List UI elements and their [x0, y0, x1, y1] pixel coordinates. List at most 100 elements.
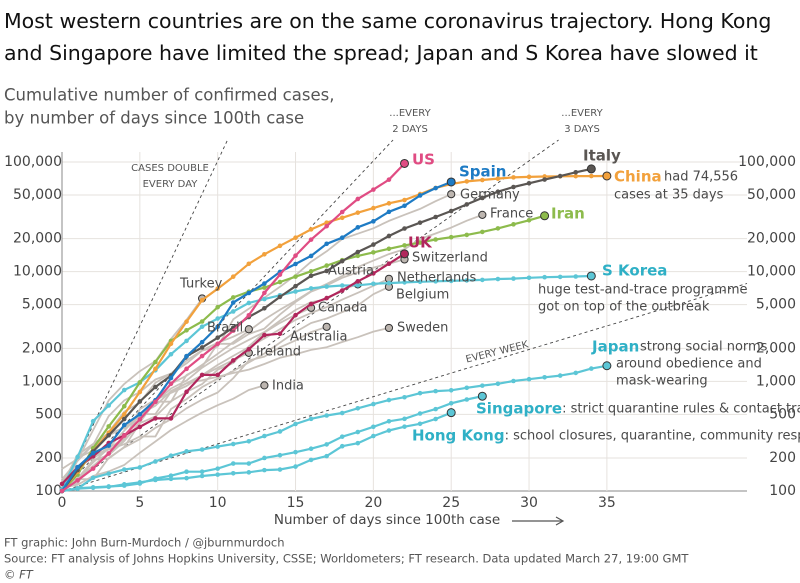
- data-point: [293, 253, 298, 258]
- data-point: [355, 440, 361, 446]
- chart-subtitle: Cumulative number of confirmed cases,: [4, 86, 334, 105]
- doubling-label: ...EVERY: [389, 108, 431, 119]
- data-point: [215, 286, 220, 291]
- series-note: huge test-and-trace programme: [538, 283, 748, 298]
- data-point: [184, 319, 189, 324]
- data-point: [339, 209, 345, 215]
- doubling-line: [61, 139, 559, 492]
- series-line: [61, 277, 390, 480]
- data-point: [153, 399, 158, 405]
- data-point: [542, 177, 547, 182]
- x-tick-label: 25: [442, 495, 460, 511]
- data-point: [168, 453, 174, 458]
- series: [61, 322, 331, 489]
- data-point: [90, 485, 96, 490]
- y-tick-label: 200: [35, 450, 62, 466]
- series: [61, 274, 394, 480]
- data-point: [59, 481, 65, 487]
- data-point: [121, 416, 127, 422]
- data-point: [308, 227, 314, 232]
- data-point: [339, 283, 345, 288]
- series-label: Spain: [459, 163, 506, 181]
- end-marker: [477, 391, 487, 401]
- end-marker: [586, 271, 596, 281]
- doubling-label: 3 DAYS: [564, 124, 600, 135]
- data-point: [308, 253, 314, 259]
- footer: © FT: [4, 568, 34, 582]
- data-point: [324, 453, 329, 459]
- data-point: [215, 324, 220, 330]
- data-point: [464, 179, 470, 184]
- y-tick-label: 100: [35, 483, 62, 499]
- data-point: [573, 274, 579, 279]
- data-point: [480, 383, 485, 388]
- data-point: [480, 277, 485, 283]
- series-label: Austria: [328, 264, 374, 279]
- series-label: UK: [408, 234, 433, 252]
- y-tick-label: 5,000: [756, 297, 796, 313]
- data-point: [386, 209, 392, 215]
- data-point: [324, 268, 329, 274]
- data-point: [433, 388, 438, 394]
- labels: Germany France Switzerland Netherlands Belgi…: [179, 147, 800, 445]
- data-point: [495, 381, 501, 387]
- data-point: [417, 279, 423, 285]
- data-point: [246, 470, 252, 475]
- data-point: [184, 475, 189, 481]
- y-tick-label: 10,000: [13, 264, 62, 280]
- data-point: [417, 240, 423, 245]
- data-point: [417, 421, 423, 427]
- data-point: [526, 181, 532, 186]
- x-tick-label: 30: [520, 495, 538, 511]
- x-tick-label: 0: [58, 495, 67, 511]
- data-point: [448, 278, 454, 284]
- series-line: [61, 325, 327, 489]
- data-point: [339, 235, 345, 240]
- data-point: [121, 422, 127, 428]
- data-point: [230, 358, 236, 363]
- end-marker: [586, 164, 596, 174]
- data-point: [90, 418, 96, 424]
- data-point: [153, 366, 158, 372]
- end-marker: [540, 211, 550, 221]
- data-point: [137, 412, 143, 417]
- series-note: : strict quarantine rules & contact trac…: [562, 402, 800, 417]
- y-tick-label: 2,000: [756, 340, 796, 356]
- doubling-label: 2 DAYS: [392, 124, 428, 135]
- data-point: [153, 416, 158, 421]
- data-point: [557, 173, 563, 179]
- data-point: [557, 274, 563, 280]
- end-marker: [400, 158, 409, 168]
- data-point: [386, 419, 392, 424]
- data-point: [324, 263, 329, 268]
- series-label: US: [412, 151, 435, 169]
- data-point: [511, 175, 516, 180]
- data-point: [557, 373, 563, 378]
- data-point: [293, 449, 298, 455]
- doubling-label: CASES DOUBLE: [131, 163, 209, 174]
- data-point: [386, 201, 392, 206]
- data-point: [308, 457, 314, 463]
- data-point: [355, 282, 361, 288]
- data-point: [168, 375, 174, 381]
- y-tick-label: 500: [35, 406, 62, 422]
- doubling-line: [61, 139, 228, 492]
- data-point: [199, 469, 205, 474]
- data-point: [480, 177, 485, 183]
- data-point: [339, 434, 345, 439]
- data-point: [277, 294, 283, 300]
- data-point: [199, 353, 205, 359]
- data-point: [371, 187, 376, 192]
- data-point: [90, 475, 96, 481]
- series: [59, 177, 456, 494]
- end-marker: [244, 325, 253, 334]
- data-point: [137, 399, 143, 404]
- doubling-line: [61, 283, 748, 492]
- data-point: [184, 449, 189, 454]
- data-point: [277, 243, 283, 249]
- data-point: [153, 359, 158, 365]
- data-point: [464, 385, 470, 391]
- data-point: [308, 416, 314, 422]
- data-point: [184, 327, 189, 333]
- series-label: India: [272, 379, 304, 394]
